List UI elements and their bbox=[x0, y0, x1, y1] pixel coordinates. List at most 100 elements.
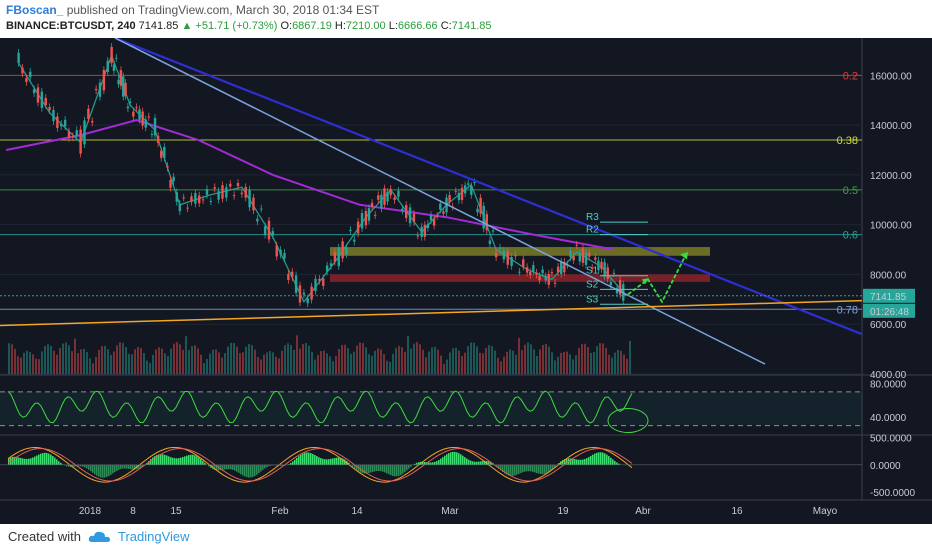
volume-bar bbox=[203, 362, 205, 374]
macd-histogram-bar bbox=[540, 464, 542, 475]
macd-histogram-bar bbox=[564, 459, 566, 465]
candle-body bbox=[337, 247, 340, 267]
candle-body bbox=[550, 272, 554, 274]
chart-area[interactable]: 0.2 0.38 0.5 0.6 0.78 R3 R2 S1 S2 S3 16000.00 14000… bbox=[0, 38, 932, 524]
candle-body bbox=[333, 252, 337, 262]
volume-bar bbox=[80, 349, 82, 374]
candle-body bbox=[473, 182, 476, 184]
volume-bar bbox=[398, 345, 400, 374]
volume-bar bbox=[182, 349, 184, 374]
macd-histogram-bar bbox=[94, 464, 96, 475]
volume-bar bbox=[458, 350, 460, 374]
candle-body bbox=[279, 249, 282, 255]
volume-bar bbox=[26, 350, 28, 374]
macd-histogram-bar bbox=[324, 459, 326, 465]
volume-bar bbox=[515, 354, 517, 374]
candle-body bbox=[182, 197, 185, 199]
macd-histogram-bar bbox=[344, 459, 346, 465]
macd-histogram-bar bbox=[44, 452, 46, 465]
volume-bar bbox=[35, 358, 37, 374]
macd-histogram-bar bbox=[508, 464, 510, 476]
close-label: C: bbox=[440, 20, 452, 32]
volume-bar bbox=[140, 348, 142, 374]
macd-histogram-bar bbox=[428, 462, 430, 465]
macd-histogram-bar bbox=[572, 458, 574, 465]
volume-bar bbox=[602, 343, 604, 374]
volume-bar bbox=[14, 348, 16, 374]
volume-bar bbox=[47, 344, 49, 374]
candle-body bbox=[318, 278, 321, 281]
volume-bar bbox=[149, 362, 151, 374]
macd-histogram-bar bbox=[174, 458, 176, 465]
candle-body bbox=[587, 252, 591, 257]
macd-histogram-bar bbox=[190, 454, 192, 465]
volume-bar bbox=[260, 359, 262, 374]
author-name[interactable]: FBoscan_ bbox=[6, 3, 64, 17]
price-chart-svg[interactable]: 0.2 0.38 0.5 0.6 0.78 R3 R2 S1 S2 S3 16000.00 14000… bbox=[0, 38, 932, 524]
candle-body bbox=[306, 298, 309, 304]
macd-histogram-bar bbox=[226, 464, 228, 470]
candle-body bbox=[584, 252, 588, 265]
candle-body bbox=[163, 146, 166, 158]
candle-body bbox=[377, 195, 380, 200]
candle-body bbox=[556, 266, 560, 273]
macd-histogram-bar bbox=[326, 459, 328, 465]
macd-histogram-bar bbox=[124, 464, 126, 469]
low-label: L: bbox=[388, 20, 398, 32]
volume-bar bbox=[359, 342, 361, 374]
macd-histogram-bar bbox=[614, 461, 616, 465]
candle-body bbox=[460, 187, 464, 201]
macd-histogram-bar bbox=[46, 452, 48, 465]
volume-bar bbox=[269, 351, 271, 374]
candle-body bbox=[401, 208, 404, 211]
volume-bar bbox=[620, 350, 622, 374]
macd-histogram-bar bbox=[546, 464, 548, 474]
macd-histogram-bar bbox=[594, 453, 596, 465]
macd-histogram-bar bbox=[300, 454, 302, 465]
macd-histogram-bar bbox=[60, 462, 62, 465]
macd-histogram-bar bbox=[140, 464, 142, 468]
volume-bar bbox=[611, 357, 613, 374]
candle-body bbox=[569, 250, 572, 258]
macd-histogram-bar bbox=[460, 454, 462, 465]
candle-body bbox=[201, 199, 205, 201]
tradingview-brand[interactable]: TradingView bbox=[118, 529, 190, 544]
macd-histogram-bar bbox=[516, 464, 518, 475]
volume-bar bbox=[491, 346, 493, 374]
volume-bar bbox=[29, 351, 31, 374]
macd-tick-label: 500.0000 bbox=[870, 434, 912, 445]
candle-body bbox=[221, 185, 224, 199]
volume-bar bbox=[353, 351, 355, 374]
macd-histogram-bar bbox=[574, 459, 576, 465]
volume-bar bbox=[128, 354, 130, 374]
countdown-tag bbox=[863, 303, 915, 318]
volume-bar bbox=[50, 346, 52, 374]
macd-histogram-bar bbox=[242, 464, 244, 476]
volume-bar bbox=[236, 346, 238, 374]
macd-histogram-bar bbox=[584, 458, 586, 465]
macd-histogram-bar bbox=[262, 464, 264, 470]
candle-body bbox=[166, 165, 169, 168]
macd-histogram-bar bbox=[150, 459, 152, 465]
projection-path bbox=[627, 254, 687, 304]
candle-body bbox=[404, 204, 408, 219]
support-trendline bbox=[0, 299, 863, 327]
macd-histogram-bar bbox=[192, 454, 194, 465]
candle-body bbox=[267, 220, 271, 240]
macd-histogram-bar bbox=[214, 464, 216, 470]
macd-histogram-bar bbox=[228, 464, 230, 470]
volume-bar bbox=[383, 354, 385, 374]
candle-body bbox=[198, 195, 201, 204]
macd-histogram-bar bbox=[152, 457, 154, 465]
macd-histogram-bar bbox=[424, 461, 426, 465]
volume-bar bbox=[293, 350, 295, 374]
low-value: 6666.66 bbox=[397, 20, 438, 32]
macd-histogram-bar bbox=[204, 462, 206, 465]
macd-histogram-bar bbox=[550, 464, 552, 471]
macd-histogram-bar bbox=[54, 457, 56, 465]
macd-histogram-bar bbox=[12, 456, 14, 465]
volume-bar bbox=[287, 343, 289, 374]
macd-histogram-bar bbox=[312, 453, 314, 465]
macd-histogram-bar bbox=[296, 457, 298, 465]
macd-histogram-bar bbox=[292, 461, 294, 465]
